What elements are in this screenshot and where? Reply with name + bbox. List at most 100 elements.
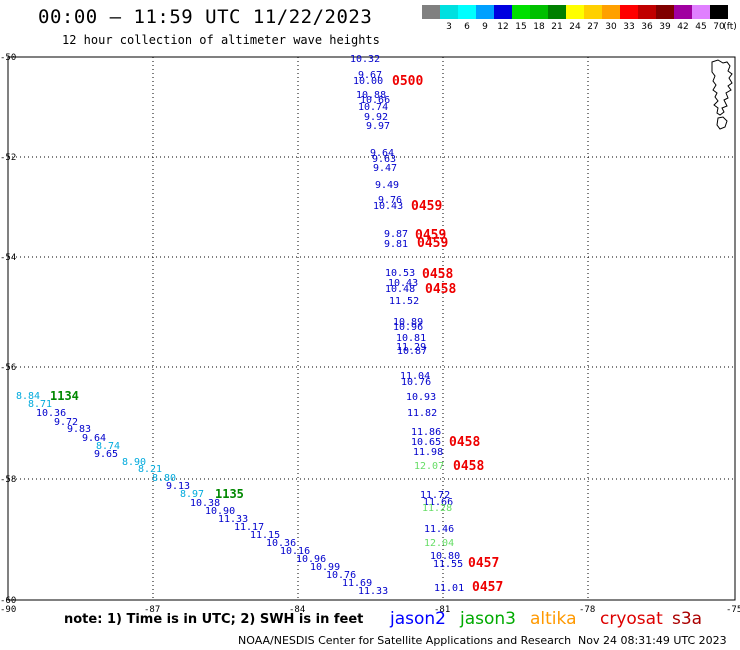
pass-time-label: 0458 [422, 267, 453, 282]
wave-height-value: 10.87 [397, 346, 427, 357]
wave-height-value: 11.33 [358, 586, 388, 597]
wave-height-value: 11.69 [342, 578, 372, 589]
color-swatch-label: 42 [677, 22, 689, 32]
wave-height-value: 11.98 [413, 447, 443, 458]
color-swatch-label: 27 [587, 22, 599, 32]
color-swatch [638, 5, 656, 19]
wave-height-value: 9.47 [373, 163, 397, 174]
pass-time-label: 0500 [392, 74, 423, 89]
legend-altika: altika [530, 609, 577, 629]
wave-height-value: 10.65 [411, 437, 441, 448]
wave-height-value: 10.74 [358, 102, 388, 113]
wave-height-value: 11.17 [234, 522, 264, 533]
lon-tick-label: -90 [0, 605, 16, 615]
color-swatch [530, 5, 548, 19]
color-swatch [548, 5, 566, 19]
wave-height-value: 9.83 [67, 424, 91, 435]
pass-time-label: 0459 [417, 236, 448, 251]
wave-height-value: 9.92 [364, 112, 388, 123]
wave-height-value: 10.53 [385, 268, 415, 279]
wave-height-value: 10.88 [356, 90, 386, 101]
lat-tick-label: -54 [0, 253, 16, 263]
color-scale-unit: (ft) [723, 22, 737, 32]
wave-height-value: 10.16 [280, 546, 310, 557]
wave-height-value: 10.36 [36, 408, 66, 419]
wave-height-value: 9.64 [82, 433, 106, 444]
pass-time-label: 0457 [468, 556, 499, 571]
wave-height-value: 10.89 [393, 317, 423, 328]
wave-height-value: 11.15 [250, 530, 280, 541]
lon-tick-label: -84 [289, 605, 305, 615]
lat-tick-label: -58 [0, 475, 16, 485]
wave-height-value: 11.01 [434, 583, 464, 594]
color-swatch-label: 21 [551, 22, 563, 32]
wave-height-value: 10.76 [326, 570, 356, 581]
wave-height-value: 10.90 [205, 506, 235, 517]
lat-tick-label: -52 [0, 153, 16, 163]
color-swatch-label: 24 [569, 22, 581, 32]
wave-height-value: 10.43 [373, 201, 403, 212]
pass-time-label: 1134 [50, 389, 79, 403]
color-swatch [566, 5, 584, 19]
color-swatch [602, 5, 620, 19]
wave-height-value: 11.86 [411, 427, 441, 438]
map-frame [7, 56, 736, 601]
color-swatch-label: 39 [659, 22, 671, 32]
color-swatch-label: 36 [641, 22, 653, 32]
wave-height-value: 12.04 [424, 538, 454, 549]
wave-height-value: 9.67 [358, 70, 382, 81]
color-swatch [458, 5, 476, 19]
lon-tick-label: -81 [434, 605, 450, 615]
wave-height-value: 9.63 [372, 154, 396, 165]
color-swatch-label: 70 [713, 22, 725, 32]
wave-height-value: 11.28 [422, 503, 452, 514]
pass-time-label: 0458 [425, 282, 456, 297]
footer-timestamp: Nov 24 08:31:49 UTC 2023 [578, 634, 727, 647]
color-swatch-label: 3 [446, 22, 452, 32]
wave-height-value: 11.52 [389, 296, 419, 307]
color-swatch-label: 18 [533, 22, 545, 32]
wave-height-value: 9.87 [384, 229, 408, 240]
color-swatch-label: 30 [605, 22, 617, 32]
wave-height-value: 9.76 [378, 195, 402, 206]
page-title: 00:00 – 11:59 UTC 11/22/2023 [38, 6, 373, 28]
wave-height-value: 8.90 [122, 457, 146, 468]
wave-height-value: 9.72 [54, 417, 78, 428]
lat-tick-label: -60 [0, 596, 16, 606]
wave-height-value: 10.00 [353, 76, 383, 87]
color-swatch [692, 5, 710, 19]
coastline [711, 59, 733, 130]
wave-height-value: 9.49 [375, 180, 399, 191]
color-swatch [476, 5, 494, 19]
footer-credit: NOAA/NESDIS Center for Satellite Applica… [238, 634, 572, 647]
color-swatch [656, 5, 674, 19]
wave-height-value: 11.29 [396, 342, 426, 353]
wave-height-value: 10.48 [385, 284, 415, 295]
wave-height-value: 10.66 [360, 95, 390, 106]
wave-height-value: 10.80 [430, 551, 460, 562]
color-swatch [512, 5, 530, 19]
pass-time-label: 0459 [411, 199, 442, 214]
wave-height-value: 12.07 [414, 461, 444, 472]
wave-height-value: 8.97 [180, 489, 204, 500]
color-swatch [674, 5, 692, 19]
color-swatch-label: 45 [695, 22, 707, 32]
pass-time-label: 1135 [215, 487, 244, 501]
legend-note: note: 1) Time is in UTC; 2) SWH is in fe… [64, 612, 364, 627]
legend-jason3: jason3 [460, 609, 516, 629]
wave-height-value: 10.99 [310, 562, 340, 573]
wave-height-value: 10.32 [350, 54, 380, 65]
wave-height-value: 10.81 [396, 333, 426, 344]
wave-height-value: 11.33 [218, 514, 248, 525]
color-swatch-label: 6 [464, 22, 470, 32]
page-subtitle: 12 hour collection of altimeter wave hei… [62, 33, 380, 47]
wave-height-value: 10.76 [401, 377, 431, 388]
color-swatch-label: 9 [482, 22, 488, 32]
lat-tick-label: -50 [0, 53, 16, 63]
color-swatch [710, 5, 728, 19]
wave-height-value: 9.81 [384, 239, 408, 250]
color-swatch [620, 5, 638, 19]
wave-height-value: 8.71 [28, 399, 52, 410]
legend-s3a: s3a [672, 609, 703, 629]
